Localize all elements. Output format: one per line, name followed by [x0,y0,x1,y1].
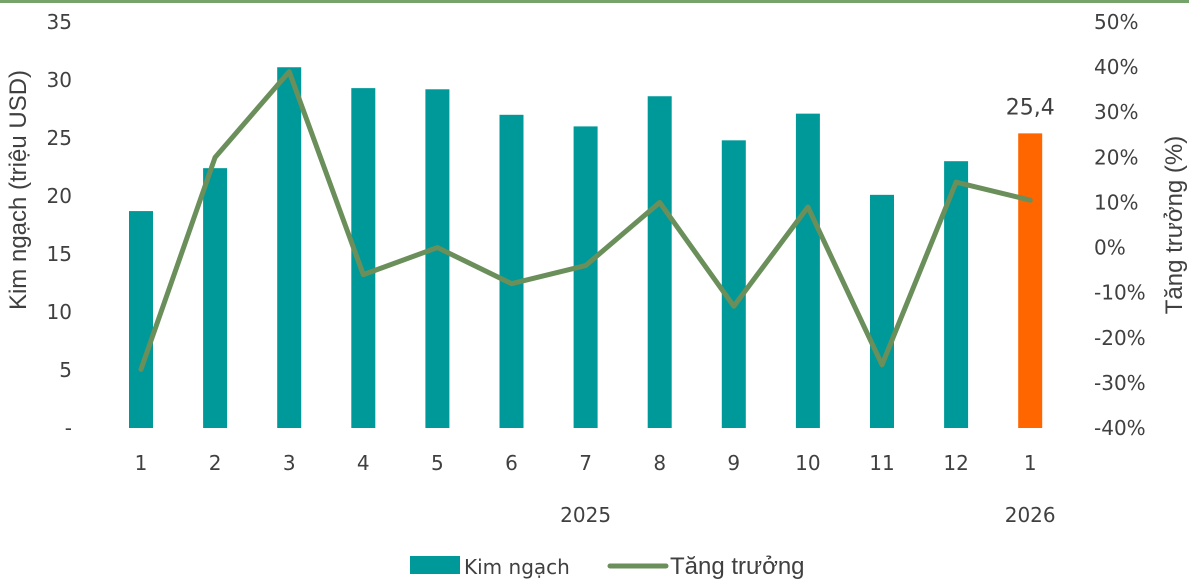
legend-label-bars: Kim ngạch [464,555,570,579]
y-tick-right: -30% [1094,371,1146,395]
x-tick: 2 [209,451,222,475]
bars-layer [129,67,1043,429]
line-layer [138,69,1033,372]
labels-layer: -5101520253035-40%-30%-20%-10%0%10%20%30… [47,10,1146,527]
y-tick-right: -20% [1094,326,1146,350]
y-tick-right: 0% [1094,236,1126,260]
x-tick: 8 [653,451,666,475]
bar [425,89,450,428]
y-tick-right: -40% [1094,416,1146,440]
y-tick-left: - [65,416,72,440]
x-tick: 1 [135,451,148,475]
x-year-label: 2026 [1005,503,1056,527]
x-tick: 7 [579,451,592,475]
x-tick: 6 [505,451,518,475]
x-tick: 11 [869,451,894,475]
y-tick-left: 30 [47,68,72,92]
top-border [0,0,1189,3]
legend-label-line: Tăng trưởng [670,553,805,580]
y-tick-left: 20 [47,184,72,208]
y-axis-title-right: Tăng trưởng (%) [1161,136,1188,315]
y-tick-right: 20% [1094,145,1138,169]
y-tick-right: -10% [1094,281,1146,305]
bar [795,113,820,428]
bar [1018,133,1043,429]
y-tick-left: 10 [47,300,72,324]
y-axis-title-left: Kim ngạch (triệu USD) [5,70,32,310]
y-tick-left: 5 [59,358,72,382]
y-tick-right: 50% [1094,10,1138,34]
x-tick: 5 [431,451,444,475]
x-tick: 10 [795,451,820,475]
y-tick-right: 40% [1094,55,1138,79]
bar [870,194,894,428]
x-tick: 12 [943,451,968,475]
bar [721,140,746,428]
bar [647,96,672,429]
x-tick: 3 [283,451,296,475]
y-tick-left: 15 [47,242,72,266]
y-tick-left: 35 [47,10,72,34]
growth-line [138,69,1033,372]
y-tick-right: 10% [1094,190,1138,214]
y-tick-left: 25 [47,126,72,150]
bar [203,168,228,428]
x-tick: 4 [357,451,370,475]
bar [499,114,524,429]
bar [573,126,598,429]
x-tick: 1 [1024,451,1037,475]
legend: Kim ngạch Tăng trưởng [410,553,805,580]
legend-swatch-bars [410,556,460,574]
x-tick: 9 [727,451,740,475]
bar [277,67,302,429]
bar [129,211,153,428]
x-year-label: 2025 [560,503,611,527]
y-tick-right: 30% [1094,100,1138,124]
data-label: 25,4 [1006,95,1055,120]
